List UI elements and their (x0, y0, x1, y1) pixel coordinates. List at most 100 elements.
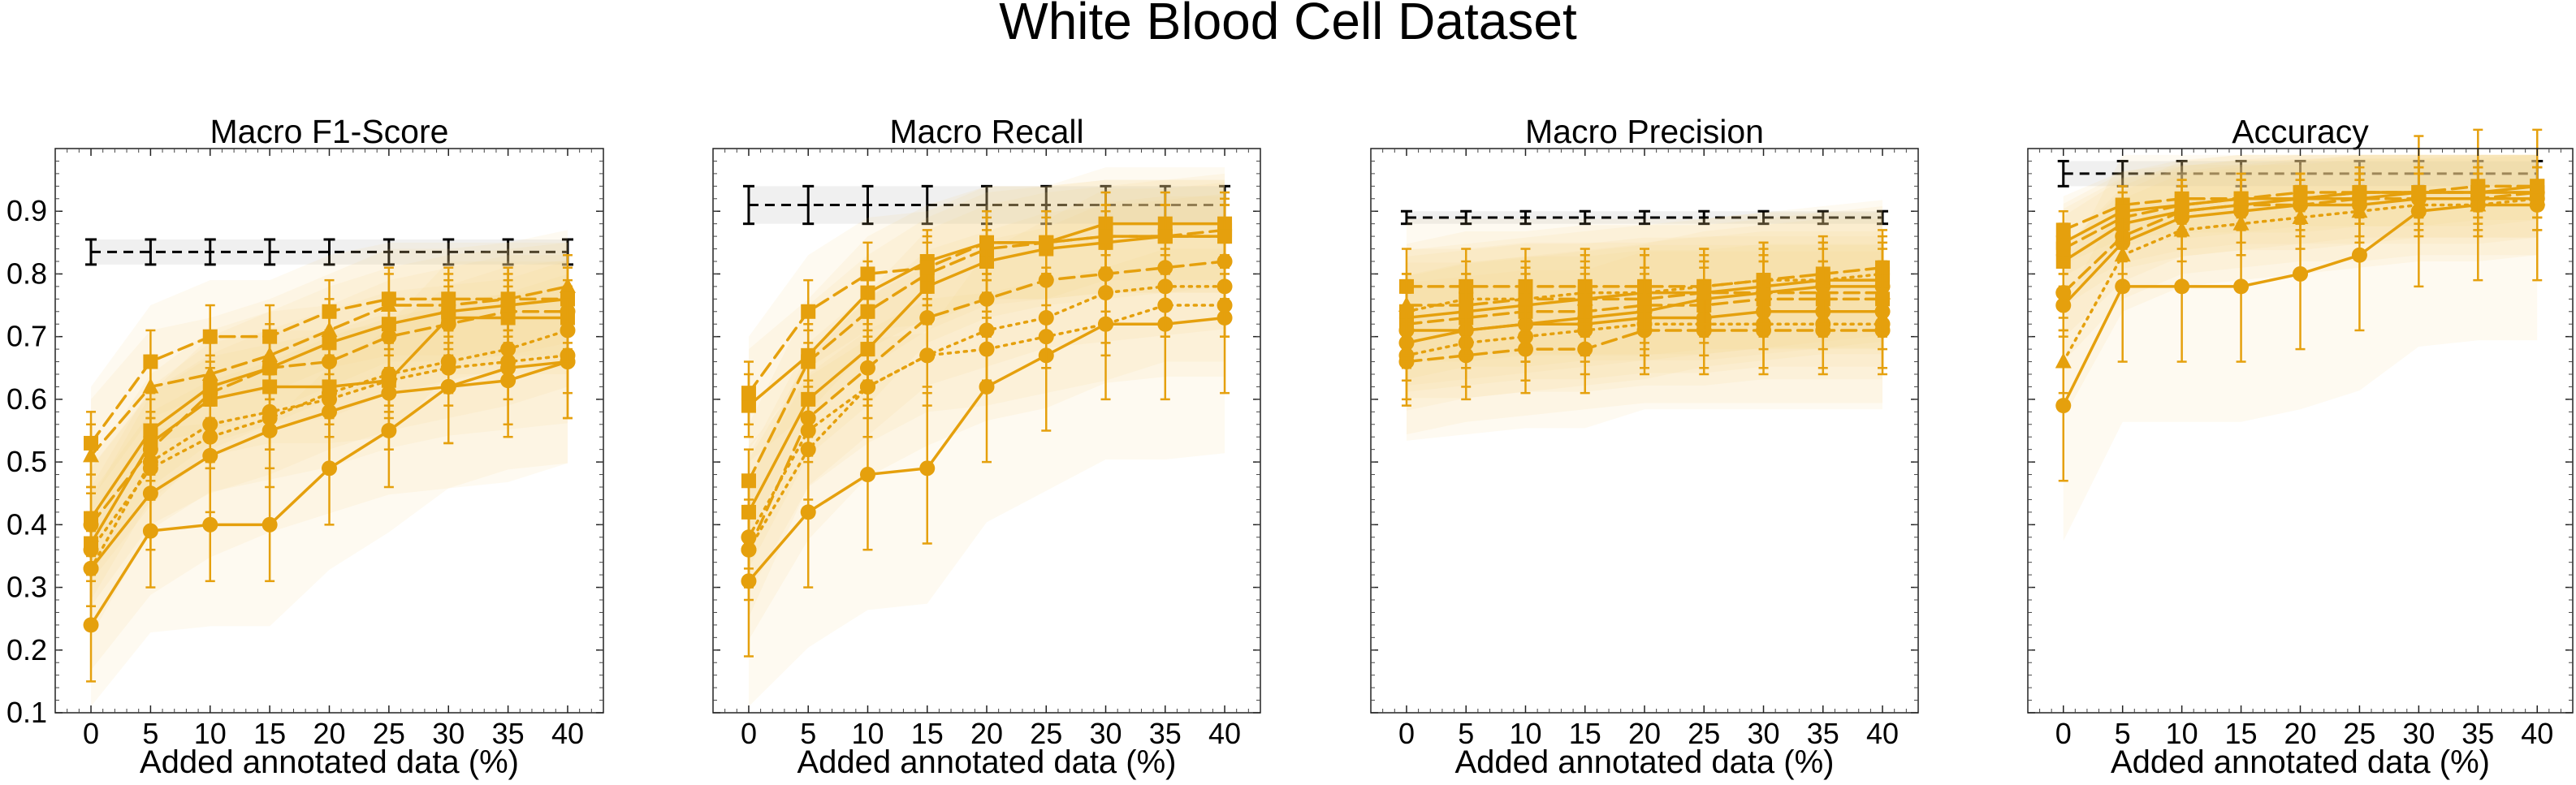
series-line (747, 304, 1226, 539)
data-point (2055, 352, 2072, 369)
x-tick-label: 10 (1509, 717, 1541, 750)
y-tick-label: 0.5 (6, 445, 47, 478)
data-point (979, 341, 995, 357)
data-point (800, 504, 816, 520)
data-point (2055, 235, 2071, 250)
data-point (741, 473, 756, 489)
series-line (89, 310, 569, 527)
data-point (1038, 329, 1054, 345)
x-tick-label: 10 (2166, 717, 2198, 750)
x-tick-label: 30 (1089, 717, 1122, 750)
x-tick-label: 25 (2343, 717, 2375, 750)
x-tick-label: 5 (2115, 717, 2131, 750)
series-line (2062, 197, 2539, 364)
data-point (381, 366, 397, 382)
x-tick-label: 20 (970, 717, 1003, 750)
y-axis (2028, 160, 2573, 714)
x-tick-label: 15 (1569, 717, 1601, 750)
data-point (322, 385, 337, 401)
data-point (1039, 235, 1054, 250)
x-tick-label: 15 (253, 717, 286, 750)
x-tick-label: 35 (1149, 717, 1182, 750)
x-axis-label: Added annotated data (%) (1454, 744, 1834, 780)
x-tick-label: 35 (492, 717, 525, 750)
chart-title: Macro F1-Score (210, 113, 449, 150)
data-point (261, 516, 278, 533)
x-axis-label: Added annotated data (%) (797, 744, 1176, 780)
y-axis (713, 160, 1260, 714)
data-point (201, 365, 218, 381)
data-point (202, 516, 218, 533)
data-point (1217, 297, 1233, 313)
y-tick-label: 0.6 (6, 382, 47, 416)
x-axis: 0 5 10 15 20 25 30 35 40 (2039, 149, 2561, 750)
data-point (2055, 285, 2072, 301)
chart-title: Accuracy (2232, 113, 2369, 150)
data-point (1458, 296, 1475, 313)
data-point (2470, 185, 2486, 201)
data-point (202, 329, 218, 344)
data-point (2411, 185, 2427, 201)
x-tick-label: 15 (2225, 717, 2258, 750)
x-axis-label: Added annotated data (%) (140, 744, 519, 780)
data-point (2530, 179, 2545, 194)
chart-title: Macro Precision (1525, 113, 1764, 150)
data-point (860, 342, 875, 357)
data-point (262, 329, 278, 344)
data-point (859, 378, 875, 395)
data-point (919, 347, 936, 364)
series-line (89, 285, 569, 458)
data-point (919, 460, 936, 477)
x-axis: 0 5 10 15 20 25 30 35 40 (67, 149, 592, 750)
data-point (1398, 296, 1415, 313)
x-tick-label: 5 (1458, 717, 1474, 750)
data-point (2293, 265, 2308, 282)
data-point (1517, 290, 1534, 306)
x-tick-label: 0 (83, 717, 99, 750)
data-point (83, 541, 99, 558)
chart-panel-1: Macro F1-Score0.10.20.30.40.50.60.70.80.… (6, 113, 604, 780)
x-tick-label: 40 (551, 717, 584, 750)
data-point (1696, 283, 1713, 300)
series-8 (741, 273, 1233, 570)
data-point (500, 291, 516, 307)
panels: Macro F1-Score0.10.20.30.40.50.60.70.80.… (6, 113, 2574, 780)
x-tick-label: 5 (142, 717, 158, 750)
x-tick-label: 40 (1866, 717, 1899, 750)
series-8 (2055, 166, 2545, 263)
y-tick-label: 0.1 (6, 696, 47, 729)
data-point (1874, 283, 1891, 300)
data-point (919, 260, 935, 275)
chart-panel-3: Macro Precision 0 5 10 15 20 25 30 35 40 Added ann… (1370, 113, 1919, 780)
data-point (1217, 229, 1233, 244)
data-point (1157, 229, 1173, 244)
x-tick-label: 30 (2402, 717, 2435, 750)
chart-title: Macro Recall (889, 113, 1083, 150)
data-point (2055, 398, 2072, 414)
data-point (261, 410, 278, 426)
data-point (1814, 283, 1831, 300)
y-tick-label: 0.7 (6, 320, 47, 353)
series-line (1405, 272, 1884, 313)
data-point (440, 354, 456, 370)
y-axis (1371, 160, 1918, 714)
y-axis: 0.1 0.2 0.3 0.4 0.5 0.6 0.7 0.8 0.9 (6, 160, 603, 729)
series-7 (741, 204, 1233, 426)
x-tick-label: 30 (432, 717, 465, 750)
y-tick-label: 0.3 (6, 571, 47, 604)
x-tick-label: 20 (1628, 717, 1661, 750)
x-tick-label: 10 (851, 717, 884, 750)
y-tick-label: 0.8 (6, 257, 47, 290)
series-9 (83, 298, 576, 583)
data-point (1157, 297, 1173, 313)
x-tick-label: 0 (1398, 717, 1415, 750)
data-point (441, 291, 456, 307)
data-point (2174, 278, 2190, 295)
x-tick-label: 15 (911, 717, 944, 750)
data-point (2115, 204, 2130, 219)
x-tick-label: 5 (800, 717, 816, 750)
x-tick-label: 40 (1208, 717, 1241, 750)
x-tick-label: 20 (313, 717, 345, 750)
data-point (1636, 290, 1653, 306)
y-tick-label: 0.4 (6, 507, 47, 541)
